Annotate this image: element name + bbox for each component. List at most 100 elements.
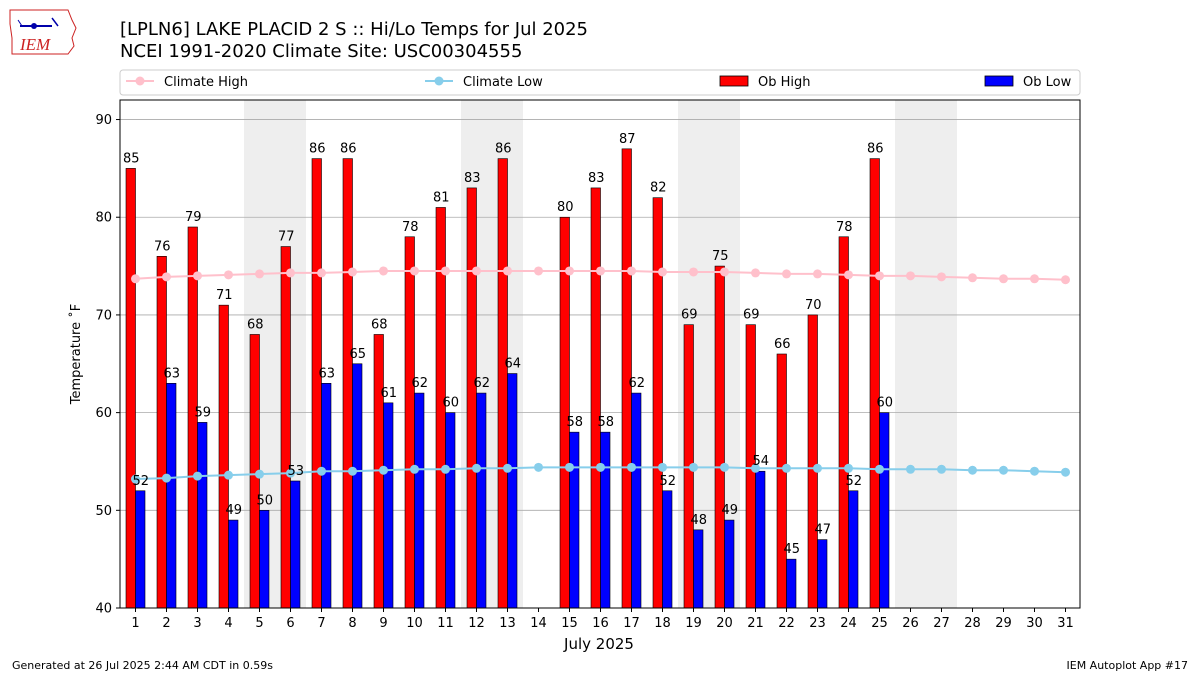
ob-low-bar-25 — [879, 412, 890, 609]
iem-logo: IEM — [8, 6, 80, 60]
x-tick-label: 18 — [654, 616, 671, 631]
ob-low-bar-6 — [290, 480, 301, 609]
ob-low-value-label: 52 — [132, 474, 149, 489]
ob-low-bar-11 — [445, 412, 456, 609]
x-tick-label: 10 — [406, 616, 423, 631]
climate-high-point-18 — [658, 267, 667, 277]
x-tick-label: 25 — [871, 616, 888, 631]
ob-low-value-label: 63 — [163, 366, 180, 381]
y-axis-label: Temperature ˚F — [68, 304, 84, 405]
climate-high-point-20 — [720, 267, 729, 277]
climate-low-point-17 — [627, 462, 636, 472]
footer-generated: Generated at 26 Jul 2025 2:44 AM CDT in … — [12, 659, 273, 672]
climate-low-point-14 — [534, 462, 543, 472]
climate-high-point-15 — [565, 266, 574, 276]
ob-high-value-label: 78 — [402, 220, 419, 235]
climate-low-point-9 — [379, 465, 388, 475]
ob-low-bar-24 — [848, 490, 859, 609]
x-tick-label: 30 — [1026, 616, 1043, 631]
x-tick-label: 7 — [317, 616, 325, 631]
ob-low-value-label: 58 — [597, 415, 614, 430]
climate-high-point-19 — [689, 267, 698, 277]
y-tick-label: 90 — [95, 113, 112, 128]
x-tick-label: 3 — [193, 616, 201, 631]
climate-high-point-3 — [193, 271, 202, 281]
ob-high-value-label: 78 — [836, 220, 853, 235]
climate-high-point-11 — [441, 266, 450, 276]
ob-low-value-label: 50 — [256, 493, 273, 508]
ob-high-bar-16 — [590, 187, 601, 609]
ob-high-bar-22 — [776, 353, 787, 609]
ob-high-value-label: 69 — [681, 308, 698, 323]
climate-low-point-30 — [1030, 466, 1039, 476]
svg-text:Ob Low: Ob Low — [1023, 75, 1072, 90]
x-tick-label: 2 — [162, 616, 170, 631]
climate-high-point-1 — [131, 274, 140, 284]
climate-low-point-2 — [162, 473, 171, 483]
ob-low-bar-23 — [817, 539, 828, 609]
ob-low-bar-15 — [569, 431, 580, 609]
climate-high-point-24 — [844, 270, 853, 280]
chart-title: [LPLN6] LAKE PLACID 2 S :: Hi/Lo Temps f… — [120, 19, 588, 40]
climate-low-point-8 — [348, 466, 357, 476]
legend: Climate High Climate Low Ob High Ob Low — [119, 69, 1081, 96]
climate-high-point-30 — [1030, 274, 1039, 284]
climate-low-point-19 — [689, 462, 698, 472]
ob-high-bar-15 — [559, 216, 570, 609]
climate-high-point-12 — [472, 266, 481, 276]
climate-high-point-29 — [999, 274, 1008, 284]
x-tick-label: 12 — [468, 616, 485, 631]
climate-low-point-23 — [813, 463, 822, 473]
climate-high-point-14 — [534, 266, 543, 276]
ob-high-value-label: 82 — [650, 181, 667, 196]
x-tick-label: 14 — [530, 616, 547, 631]
legend-climate-low: Climate Low — [425, 75, 543, 90]
ob-high-value-label: 87 — [619, 132, 636, 147]
ob-low-value-label: 62 — [473, 376, 490, 391]
ob-low-bar-17 — [631, 392, 642, 609]
climate-high-point-7 — [317, 268, 326, 278]
climate-low-point-10 — [410, 464, 419, 474]
ob-high-bar-7 — [311, 158, 322, 609]
climate-high-point-6 — [286, 268, 295, 278]
climate-low-point-12 — [472, 463, 481, 473]
legend-ob-high: Ob High — [719, 75, 811, 90]
ob-high-value-label: 68 — [371, 317, 388, 332]
y-tick-label: 60 — [95, 406, 112, 421]
ob-low-value-label: 63 — [318, 366, 335, 381]
ob-low-bar-8 — [352, 363, 363, 609]
ob-low-value-label: 58 — [566, 415, 583, 430]
bar-value-labels: 85 76 79 71 68 77 86 86 68 78 81 83 86 80 83 87 82 69 75 69… — [123, 132, 893, 557]
climate-low-point-4 — [224, 470, 233, 480]
climate-low-point-21 — [751, 463, 760, 473]
svg-text:Climate Low: Climate Low — [463, 75, 543, 90]
climate-low-point-5 — [255, 469, 264, 479]
climate-low-point-1 — [131, 474, 140, 484]
legend-ob-low: Ob Low — [984, 75, 1072, 90]
ob-high-value-label: 80 — [557, 200, 574, 215]
ob-high-value-label: 86 — [495, 142, 512, 157]
ob-low-value-label: 60 — [876, 396, 893, 411]
climate-low-point-31 — [1061, 467, 1070, 477]
x-tick-label: 15 — [561, 616, 578, 631]
climate-low-point-16 — [596, 462, 605, 472]
climate-high-point-26 — [906, 271, 915, 281]
ob-high-value-label: 66 — [774, 337, 791, 352]
climate-high-point-22 — [782, 269, 791, 279]
climate-low-point-28 — [968, 465, 977, 475]
ob-high-value-label: 83 — [464, 171, 481, 186]
ob-low-value-label: 52 — [845, 474, 862, 489]
climate-low-point-26 — [906, 464, 915, 474]
ob-low-value-label: 54 — [752, 454, 769, 469]
ob-low-bar-18 — [662, 490, 673, 609]
x-tick-label: 28 — [964, 616, 981, 631]
x-tick-label: 4 — [224, 616, 232, 631]
weekend-band-4 — [895, 100, 957, 608]
ob-high-bar-13 — [497, 158, 508, 609]
ob-low-bar-3 — [197, 422, 208, 609]
ob-high-value-label: 85 — [123, 151, 140, 166]
x-tick-label: 17 — [623, 616, 640, 631]
x-tick-label: 9 — [379, 616, 387, 631]
ob-high-bar-6 — [280, 246, 291, 609]
x-axis: 1 2 3 4 5 6 7 8 9 10 11 12 13 14 15 16 17 18 19 20 21 22 23 24 2… — [131, 608, 1074, 631]
